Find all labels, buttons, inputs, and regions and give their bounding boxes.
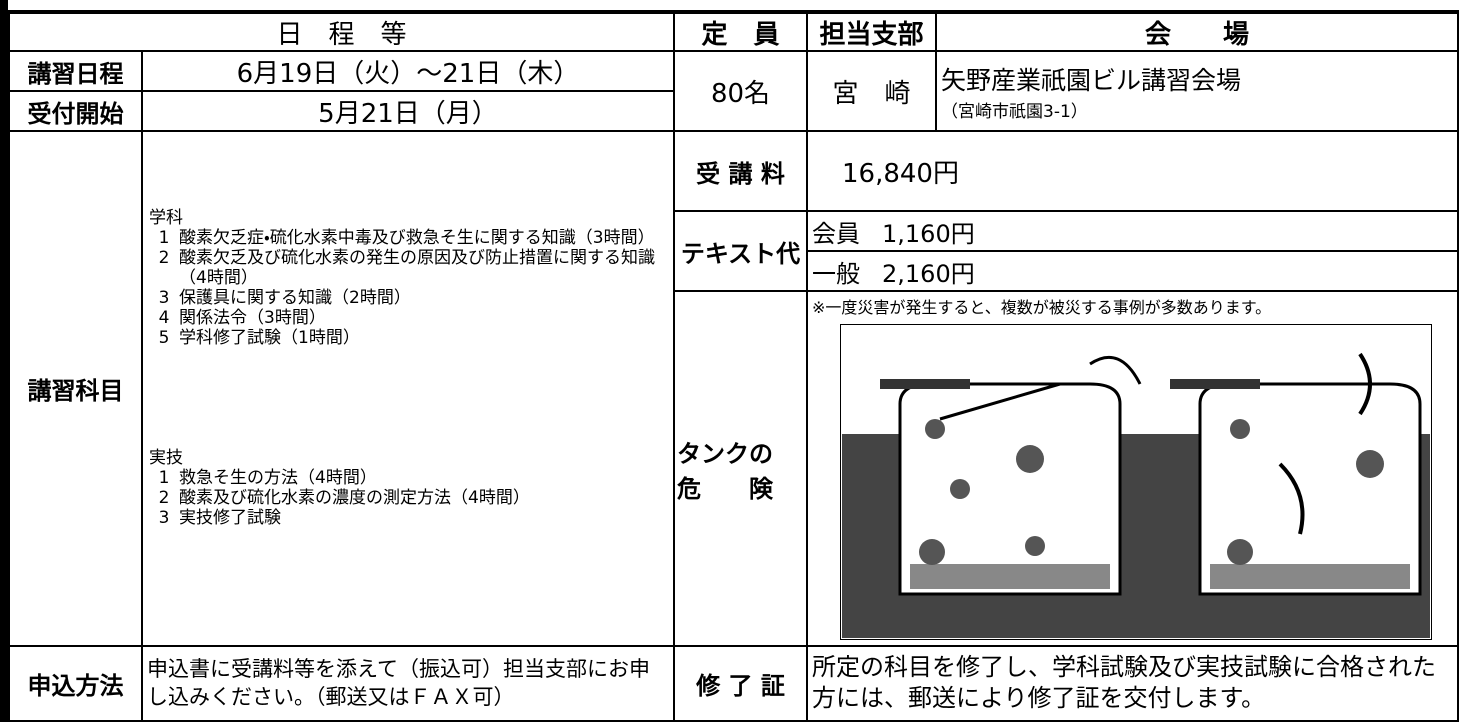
frame-left (0, 0, 8, 722)
label-cell: タンクの 危 険 (673, 290, 808, 647)
item-text: 酸素欠乏及び硫化水素の発生の原因及び防止措置に関する知識（4時間） (179, 248, 655, 288)
header-text: 日 程 等 (276, 19, 407, 50)
header-cell: 会 場 (935, 12, 1459, 52)
label-cell: 講習日程 (8, 50, 143, 92)
value-cell: 所定の科目を修了し、学科試験及び実技試験に合格された方には、郵送により修了証を交… (806, 645, 1459, 722)
item-no: 1 (158, 228, 170, 248)
label: 修 了 証 (696, 672, 785, 700)
value: 16,840円 (842, 158, 959, 189)
note: ※一度災害が発生すると、複数が被災する事例が多数あります。 (812, 298, 1272, 317)
header-cell: 定 員 (673, 12, 808, 52)
item-no: 3 (158, 288, 170, 308)
value: 5月21日（月） (318, 98, 498, 129)
header-cell: 担当支部 (806, 12, 937, 52)
value-cell: 5月21日（月） (141, 90, 675, 132)
item-no: 3 (158, 508, 170, 528)
header-cell: 日 程 等 (8, 12, 675, 52)
illustration (840, 324, 1432, 640)
value-cell: 宮 崎 (806, 50, 937, 132)
venue-name: 矢野産業祇園ビル講習会場 (941, 65, 1242, 95)
value-cell: 一般 2,160円 (806, 250, 1459, 292)
value-cell: 申込書に受講料等を添えて（振込可）担当支部にお申し込みください。（郵送又はＦＡＸ… (141, 645, 675, 722)
item-no: 4 (158, 308, 170, 328)
header-text: 定 員 (701, 19, 780, 50)
value: 2,160円 (882, 259, 975, 288)
item-text: 学科修了試験（1時間） (179, 328, 360, 348)
value-label: 一般 (812, 259, 860, 288)
header-text: 担当支部 (819, 19, 924, 50)
value-cell: 16,840円 (806, 130, 1459, 212)
item-no: 5 (158, 328, 170, 348)
item-text: 保護具に関する知識（2時間） (179, 288, 411, 308)
item-text: 酸素欠乏症・硫化水素中毒及び救急そ生に関する知識（3時間） (179, 228, 655, 248)
label: 講習科目 (27, 377, 124, 405)
label: 受付開始 (27, 99, 124, 128)
label: テキスト代 (680, 239, 801, 268)
item-text: 救急そ生の方法（4時間） (179, 468, 377, 488)
value: 80名 (710, 78, 771, 109)
value-cell: 会員 1,160円 (806, 210, 1459, 252)
header-text: 会 場 (1144, 19, 1249, 50)
value-cell: 80名 (673, 50, 808, 132)
label: 危 険 (677, 474, 773, 503)
label-cell: 講習科目 (8, 130, 143, 647)
section-title: 実技 (149, 448, 183, 468)
item-text: 関係法令（3時間） (179, 308, 326, 328)
item-no: 2 (158, 488, 170, 508)
label: 申込方法 (27, 672, 124, 700)
value-cell: 6月19日（火）～21日（木） (141, 50, 675, 92)
danger-cell: ※一度災害が発生すると、複数が被災する事例が多数あります。 (806, 290, 1459, 647)
label: タンクの (677, 439, 773, 468)
venue-cell: 矢野産業祇園ビル講習会場 （宮崎市祇園3-1） (935, 50, 1459, 132)
value: 宮 崎 (832, 78, 911, 109)
item-text: 酸素及び硫化水素の濃度の測定方法（4時間） (179, 488, 530, 508)
label-cell: テキスト代 (673, 210, 808, 292)
venue-address: （宮崎市祇園3-1） (941, 101, 1088, 122)
item-text: 実技修了試験 (179, 508, 281, 528)
label-cell: 申込方法 (8, 645, 143, 722)
label-cell: 受 講 料 (673, 130, 808, 212)
subjects-cell: 学科 1 酸素欠乏症・硫化水素中毒及び救急そ生に関する知識（3時間） 2 酸素欠乏及… (141, 130, 675, 647)
value-label: 会員 (812, 219, 860, 248)
item-no: 1 (158, 468, 170, 488)
label: 講習日程 (27, 59, 124, 88)
section-title: 学科 (149, 208, 183, 228)
item-no: 2 (158, 248, 170, 268)
value: 1,160円 (882, 219, 975, 248)
label-cell: 修 了 証 (673, 645, 808, 722)
value: 所定の科目を修了し、学科試験及び実技試験に合格された方には、郵送により修了証を交… (812, 653, 1436, 712)
value: 申込書に受講料等を添えて（振込可）担当支部にお申し込みください。（郵送又はＦＡＸ… (147, 657, 650, 709)
label: 受 講 料 (696, 159, 785, 188)
value: 6月19日（火）～21日（木） (236, 58, 580, 89)
label-cell: 受付開始 (8, 90, 143, 132)
